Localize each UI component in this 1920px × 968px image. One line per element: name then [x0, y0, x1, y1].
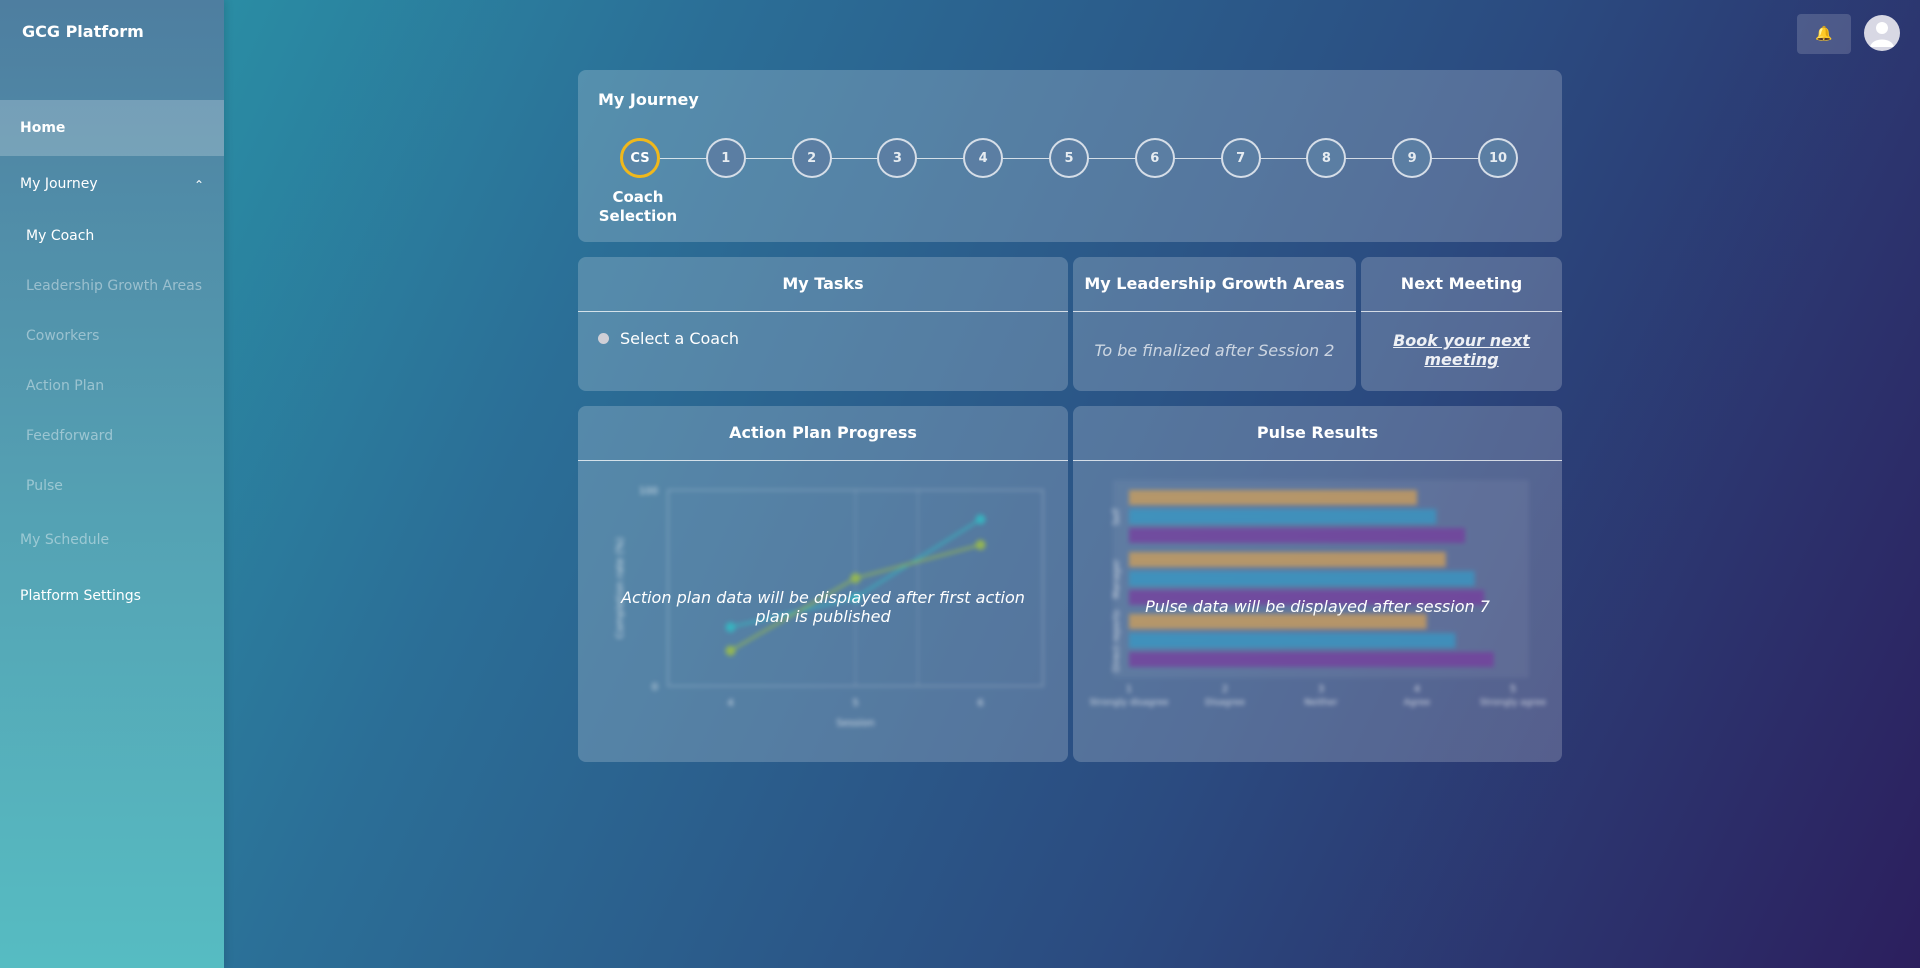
pulse-chart: Self Manager Direct reports 1 Strongly disag… — [1089, 480, 1547, 708]
sidebar-item-my-journey[interactable]: My Journey ⌃ — [0, 176, 224, 192]
x-tick-label: 6 — [977, 698, 983, 709]
sidebar-item-feedforward[interactable]: Feedforward — [26, 428, 114, 444]
sidebar-item-label: My Journey — [20, 176, 98, 192]
sidebar: GCG Platform Home My Journey ⌃ My Coach … — [0, 0, 224, 968]
meeting-title: Next Meeting — [1361, 257, 1562, 312]
sidebar-item-action-plan[interactable]: Action Plan — [26, 378, 105, 394]
sidebar-item-my-schedule[interactable]: My Schedule — [20, 532, 110, 548]
growth-placeholder: To be finalized after Session 2 — [1094, 341, 1335, 360]
data-point — [975, 514, 986, 525]
list-item[interactable]: Select a Coach — [598, 329, 739, 348]
action-progress-title: Action Plan Progress — [578, 406, 1068, 461]
x-tick-caption: Strongly agree — [1480, 698, 1547, 708]
x-tick-label: 4 — [727, 698, 733, 709]
data-point — [725, 645, 736, 656]
pulse-card: Pulse Results Self Manager Direct reports 1… — [1073, 406, 1562, 762]
bar — [1129, 528, 1465, 543]
bar — [1129, 552, 1446, 567]
bell-icon: 🔔 — [1815, 26, 1833, 42]
data-point — [850, 592, 861, 603]
meeting-card: Next Meeting Book your next meeting — [1361, 257, 1562, 391]
chevron-up-icon[interactable]: ⌃ — [193, 178, 204, 192]
step-5[interactable]: 5 — [1049, 138, 1089, 178]
bar — [1129, 509, 1437, 524]
sidebar-item-pulse[interactable]: Pulse — [26, 478, 63, 494]
x-tick-caption: Agree — [1404, 698, 1431, 708]
journey-card: My Journey CS 1 2 3 4 5 6 7 8 9 10 Coach Selection — [578, 70, 1562, 242]
growth-title: My Leadership Growth Areas — [1073, 257, 1356, 312]
data-point — [850, 573, 861, 584]
x-tick-label: 5 — [852, 698, 858, 709]
pulse-title: Pulse Results — [1073, 406, 1562, 461]
data-point — [975, 539, 986, 550]
journey-stepper: CS 1 2 3 4 5 6 7 8 9 10 — [620, 138, 1518, 178]
task-status-dot — [598, 333, 609, 344]
x-axis-label: Session — [836, 718, 874, 729]
sidebar-item-platform-settings[interactable]: Platform Settings — [20, 588, 141, 604]
current-step-label: Coach Selection — [598, 188, 678, 225]
brand-logo[interactable]: GCG Platform — [22, 22, 144, 41]
user-icon — [1870, 22, 1894, 47]
bar — [1129, 633, 1456, 648]
bar — [1129, 571, 1475, 586]
x-tick-label: 4 — [1414, 684, 1420, 695]
x-tick-label: 5 — [1510, 684, 1516, 695]
chart-plot-area — [667, 489, 1044, 687]
step-1[interactable]: 1 — [705, 138, 746, 178]
x-tick-caption: Neither — [1304, 698, 1338, 708]
bar — [1129, 614, 1427, 629]
step-4[interactable]: 4 — [963, 138, 1004, 178]
task-label: Select a Coach — [620, 329, 740, 348]
x-tick-label: 3 — [1318, 684, 1324, 695]
sidebar-item-my-coach[interactable]: My Coach — [26, 228, 95, 244]
book-meeting-link[interactable]: Book your next meeting — [1393, 331, 1530, 369]
action-plan-message: Action plan data will be displayed after… — [621, 588, 1025, 626]
journey-title: My Journey — [598, 90, 699, 109]
action-progress-card: Action Plan Progress 100 0 4 5 6 Session Compl… — [578, 406, 1068, 762]
bar — [1129, 652, 1494, 667]
action-plan-chart: 100 0 4 5 6 Session Completion rate (%) — [615, 486, 1044, 729]
data-point — [725, 622, 736, 633]
step-6[interactable]: 6 — [1134, 138, 1175, 178]
tasks-card: My Tasks Select a Coach — [578, 257, 1068, 391]
x-tick-caption: Strongly disagree — [1089, 698, 1169, 708]
step-3[interactable]: 3 — [877, 138, 918, 178]
y-tick-label: 0 — [652, 682, 658, 693]
x-tick-caption: Disagree — [1205, 698, 1245, 708]
tasks-title: My Tasks — [578, 257, 1068, 312]
avatar[interactable] — [1864, 15, 1900, 51]
step-coach-selection[interactable]: CS — [620, 138, 660, 178]
y-tick-label: 100 — [639, 486, 658, 497]
y-axis-label: Completion rate (%) — [615, 537, 626, 638]
step-2[interactable]: 2 — [791, 138, 832, 178]
category-label: Direct reports — [1112, 610, 1122, 672]
sidebar-item-leadership-growth-areas[interactable]: Leadership Growth Areas — [26, 278, 203, 294]
bar — [1129, 490, 1417, 505]
step-7[interactable]: 7 — [1220, 138, 1261, 178]
pulse-message: Pulse data will be displayed after sessi… — [1145, 597, 1490, 616]
category-label: Self — [1112, 508, 1122, 526]
step-8[interactable]: 8 — [1306, 138, 1347, 178]
notifications-button[interactable]: 🔔 — [1797, 14, 1851, 54]
sidebar-item-home[interactable]: Home — [0, 100, 224, 156]
x-tick-label: 1 — [1126, 684, 1132, 695]
step-9[interactable]: 9 — [1392, 138, 1433, 178]
step-10[interactable]: 10 — [1478, 138, 1518, 178]
category-label: Manager — [1112, 559, 1122, 599]
sidebar-item-coworkers[interactable]: Coworkers — [26, 328, 100, 344]
x-tick-label: 2 — [1222, 684, 1228, 695]
growth-card: My Leadership Growth Areas To be finaliz… — [1073, 257, 1356, 391]
bar — [1129, 590, 1485, 605]
